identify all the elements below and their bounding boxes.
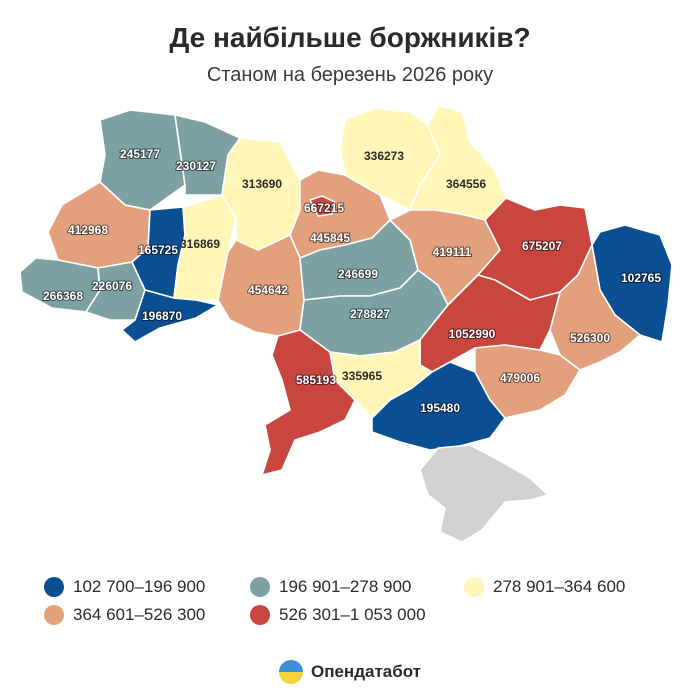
legend-swatch — [250, 577, 270, 597]
legend-swatch — [464, 577, 484, 597]
region-value-label-luhansk: 102765 — [621, 271, 661, 285]
legend-swatch — [250, 605, 270, 625]
region-value-label-ternopil: 165725 — [138, 243, 178, 257]
legend-swatch — [44, 577, 64, 597]
region-value-label-kharkiv: 675207 — [522, 239, 562, 253]
region-value-label-vinnytsia: 454642 — [248, 283, 288, 297]
legend-item: 196 901–278 900 — [250, 575, 411, 599]
region-value-label-zhytomyr: 313690 — [242, 177, 282, 191]
region-volyn — [99, 109, 186, 211]
region-value-label-chernihiv: 336273 — [364, 149, 404, 163]
legend-label: 526 301–1 053 000 — [279, 605, 426, 624]
region-value-label-dnipropetrovsk: 1052990 — [449, 327, 496, 341]
map-title: Де найбільше боржників? — [169, 22, 531, 53]
region-kyiv-city — [309, 195, 336, 217]
legend-item: 102 700–196 900 — [44, 575, 205, 599]
region-value-label-sumy: 364556 — [446, 177, 486, 191]
legend-label: 196 901–278 900 — [279, 577, 412, 596]
region-zakarpattia — [19, 257, 101, 313]
region-value-label-odesa: 585193 — [296, 373, 336, 387]
region-value-label-kyiv-city: 667215 — [304, 201, 344, 215]
legend-label: 102 700–196 900 — [73, 577, 206, 596]
map-subtitle: Станом на березень 2026 року — [206, 64, 494, 86]
region-donetsk — [549, 244, 641, 371]
region-value-label-kherson: 195480 — [420, 401, 460, 415]
region-value-label-zaporizhzhia: 479006 — [500, 371, 540, 385]
region-value-label-mykolaiv: 335965 — [342, 369, 382, 383]
region-value-label-volyn: 245177 — [120, 147, 160, 161]
region-value-label-poltava: 419111 — [433, 245, 472, 259]
region-value-label-ivano-frankivsk: 226076 — [92, 279, 132, 293]
region-value-label-zakarpattia: 266368 — [43, 289, 83, 303]
brand-logo-icon — [278, 660, 303, 684]
region-value-label-donetsk: 526300 — [570, 331, 610, 345]
region-value-label-lviv: 412968 — [68, 223, 108, 237]
region-zhytomyr — [221, 137, 301, 251]
ukraine-choropleth-map: 245177 230127 313690 667215 445845 336273 3645… — [19, 104, 673, 543]
region-crimea — [419, 444, 549, 543]
region-value-label-kirovohrad: 278827 — [350, 307, 390, 321]
region-value-label-khmelnytskyi: 316869 — [180, 237, 220, 251]
region-value-label-rivne: 230127 — [176, 159, 216, 173]
legend-item: 364 601–526 300 — [44, 603, 205, 627]
region-value-label-cherkasy: 246699 — [338, 267, 378, 281]
region-value-label-chernivtsi: 196870 — [142, 309, 182, 323]
brand-footer: Опендатабот — [0, 660, 700, 684]
legend-item: 278 901–364 600 — [464, 575, 625, 599]
brand-name: Опендатабот — [310, 662, 422, 681]
legend-label: 278 901–364 600 — [493, 577, 626, 596]
legend-label: 364 601–526 300 — [73, 605, 206, 624]
legend-swatch — [44, 605, 64, 625]
region-value-label-kyiv-oblast: 445845 — [310, 231, 350, 245]
legend-item: 526 301–1 053 000 — [250, 603, 426, 627]
